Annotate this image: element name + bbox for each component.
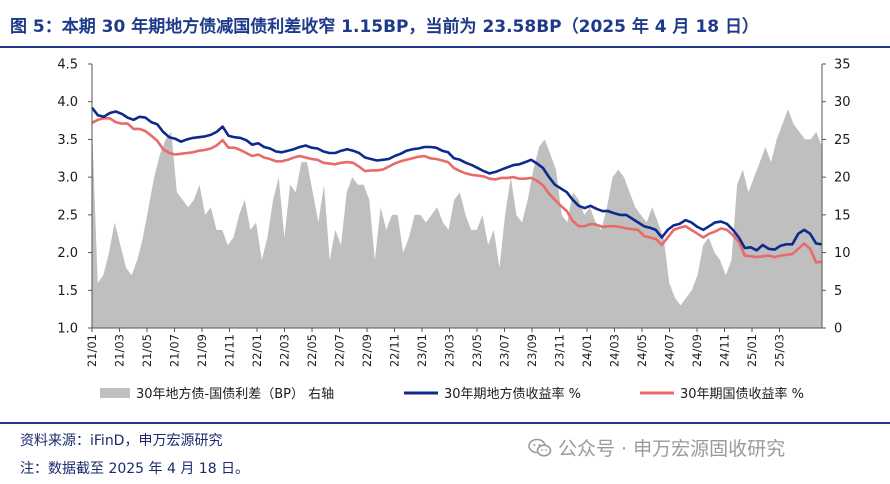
x-tick-label: 23/11: [553, 334, 567, 367]
y-left-tick-label: 3.5: [57, 133, 78, 148]
plot-area: [90, 106, 823, 328]
wechat-icon: [528, 438, 552, 457]
y-left-tick-label: 2.5: [57, 208, 78, 223]
y-right-tick-label: 5: [834, 284, 842, 299]
x-tick-label: 22/11: [388, 334, 402, 367]
y-right-tick-label: 25: [834, 133, 851, 148]
y-left-tick-label: 4.5: [57, 58, 78, 73]
x-tick-label: 22/07: [333, 334, 347, 367]
x-tick-label: 24/09: [690, 334, 704, 367]
y-right-tick-label: 20: [834, 171, 851, 186]
legend: 30年地方债-国债利差（BP） 右轴 30年期地方债收益率 % 30年期国债收益…: [100, 386, 804, 402]
chart-title: 图 5：本期 30 年期地方债减国债利差收窄 1.15BP，当前为 23.58B…: [10, 17, 760, 37]
legend-swatch-spread: [100, 388, 130, 398]
x-tick-label: 23/03: [443, 334, 457, 367]
x-tick-label: 24/05: [635, 334, 649, 367]
y-left-tick-label: 1.0: [57, 322, 78, 337]
x-tick-label: 23/07: [498, 334, 512, 367]
x-tick-label: 21/05: [140, 334, 154, 367]
x-tick-label: 22/05: [305, 334, 319, 367]
x-tick-label: 22/03: [278, 334, 292, 367]
y-right-tick-label: 10: [834, 246, 851, 261]
x-tick-label: 23/01: [415, 334, 429, 367]
x-tick-label: 21/07: [168, 334, 182, 367]
legend-label-gov: 30年期国债收益率 %: [680, 386, 804, 402]
x-tick-label: 23/05: [470, 334, 484, 367]
y-right-tick-label: 30: [834, 95, 851, 110]
series-gov-yield-line: [91, 117, 823, 264]
y-left-tick-label: 1.5: [57, 284, 78, 299]
y-left-tick-label: 2.0: [57, 246, 78, 261]
chart: 1.0 1.5 2.0 2.5 3.0 3.5 4.0 4.5 0 5 10 15 20 25 30 35 21…: [57, 58, 850, 403]
source-note: 资料来源：iFinD，申万宏源研究: [20, 433, 223, 449]
data-note: 注：数据截至 2025 年 4 月 18 日。: [20, 461, 250, 477]
y-right-tick-label: 0: [834, 322, 842, 337]
x-tick-label: 21/11: [223, 334, 237, 367]
x-tick-label: 25/03: [773, 334, 787, 367]
watermark-text: 公众号 · 申万宏源固收研究: [558, 438, 786, 460]
x-tick-label: 21/03: [113, 334, 127, 367]
series-local-yield-line: [90, 106, 823, 252]
x-tick-label: 24/03: [608, 334, 622, 367]
x-tick-label: 24/11: [718, 334, 732, 367]
x-tick-label: 24/01: [580, 334, 594, 367]
x-tick-label: 21/09: [195, 334, 209, 367]
y-left-tick-label: 3.0: [57, 171, 78, 186]
footer-rule: [0, 422, 890, 424]
title-bar: 图 5：本期 30 年期地方债减国债利差收窄 1.15BP，当前为 23.58B…: [0, 0, 890, 48]
watermark: 公众号 · 申万宏源固收研究: [528, 434, 785, 461]
x-tick-label: 25/01: [745, 334, 759, 367]
axes: 1.0 1.5 2.0 2.5 3.0 3.5 4.0 4.5 0 5 10 15 20 25 30 35 21…: [57, 58, 850, 368]
legend-label-local: 30年期地方债收益率 %: [444, 386, 581, 402]
series-spread-area: [92, 109, 822, 328]
x-tick-label: 21/01: [85, 334, 99, 367]
x-tick-label: 22/09: [360, 334, 374, 367]
x-tick-label: 22/01: [250, 334, 264, 367]
y-right-tick-label: 35: [834, 58, 851, 73]
x-tick-label: 24/07: [663, 334, 677, 367]
y-right-tick-label: 15: [834, 208, 851, 223]
legend-label-spread: 30年地方债-国债利差（BP） 右轴: [136, 386, 334, 402]
y-left-tick-label: 4.0: [57, 95, 78, 110]
x-tick-label: 23/09: [525, 334, 539, 367]
